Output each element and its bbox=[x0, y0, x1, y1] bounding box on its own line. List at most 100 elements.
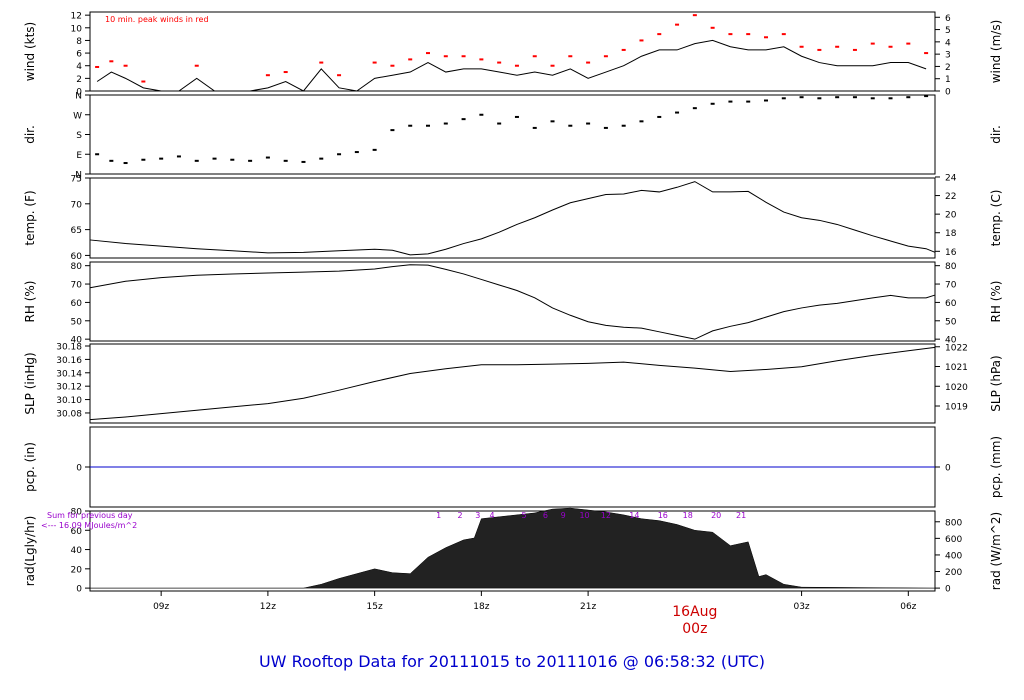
x-tick-label: 18z bbox=[473, 602, 489, 612]
temp-right-ytick-label: 18 bbox=[945, 229, 957, 239]
dir-point bbox=[835, 96, 840, 99]
dir-point bbox=[265, 156, 270, 159]
dir-ytick-label: S bbox=[76, 131, 82, 141]
rad-hour-label: 10 bbox=[579, 511, 589, 520]
pcp-right-ytick-label: 0 bbox=[945, 464, 951, 474]
wind-peak-point bbox=[550, 64, 555, 67]
dir-point bbox=[906, 96, 911, 99]
wind-peak-point bbox=[497, 61, 502, 64]
slp-ylabel: SLP (inHg) bbox=[23, 352, 37, 414]
wind-peak-point bbox=[319, 61, 324, 64]
rad-hour-label: 5 bbox=[522, 511, 527, 520]
wind-annotation: 10 min. peak winds in red bbox=[105, 15, 209, 24]
rad-right-ytick-label: 600 bbox=[945, 535, 962, 545]
wind-peak-point bbox=[568, 55, 573, 58]
rh-right-ytick-label: 60 bbox=[945, 299, 957, 309]
dir-point bbox=[852, 96, 857, 99]
wind-right-ytick-label: 3 bbox=[945, 51, 951, 61]
wind-peak-point bbox=[194, 64, 199, 67]
rad-hour-label: 9 bbox=[561, 511, 566, 520]
wind-peak-point bbox=[123, 64, 128, 67]
wind-series-line bbox=[96, 39, 927, 92]
wind-peak-point bbox=[408, 58, 413, 61]
dir-point bbox=[159, 157, 164, 160]
rad-hour-label: 1 bbox=[436, 511, 441, 520]
dir-ytick-label: N bbox=[75, 171, 82, 181]
wind-peak-point bbox=[390, 64, 395, 67]
temp-ytick-label: 60 bbox=[71, 252, 83, 262]
dir-point bbox=[461, 118, 466, 121]
wind-peak-point bbox=[746, 33, 751, 36]
slp-ytick-label: 30.18 bbox=[56, 343, 82, 353]
slp-right-ytick-label: 1020 bbox=[945, 383, 968, 393]
temp-right-ytick-label: 20 bbox=[945, 211, 957, 221]
dir-point bbox=[354, 151, 359, 154]
rad-ytick-label: 80 bbox=[71, 508, 83, 518]
wind-peak-point bbox=[817, 48, 822, 51]
rad-right-ytick-label: 0 bbox=[945, 585, 951, 595]
slp-ytick-label: 30.16 bbox=[56, 356, 82, 366]
dir-point bbox=[568, 124, 573, 127]
dir-point bbox=[728, 100, 733, 103]
wind-peak-point bbox=[479, 58, 484, 61]
temp-series-line bbox=[89, 181, 936, 256]
rad-annotation-total: <--- 16.09 MJoules/m^2 bbox=[41, 521, 137, 530]
dir-ytick-label: N bbox=[75, 92, 82, 102]
temp-ylabel-right: temp. (C) bbox=[989, 190, 1003, 247]
rad-hour-label: 18 bbox=[683, 511, 693, 520]
slp-ytick-label: 30.10 bbox=[56, 396, 82, 406]
slp-right-ytick-label: 1019 bbox=[945, 403, 968, 413]
wind-peak-point bbox=[621, 48, 626, 51]
dir-point bbox=[657, 115, 662, 118]
dir-point bbox=[870, 97, 875, 100]
slp-ytick-label: 30.08 bbox=[56, 409, 82, 419]
wind-ytick-label: 0 bbox=[76, 88, 82, 98]
wind-peak-point bbox=[728, 33, 733, 36]
pcp-ylabel: pcp. (in) bbox=[23, 442, 37, 492]
slp-series-line bbox=[89, 346, 936, 421]
wind-peak-point bbox=[692, 14, 697, 17]
temp-ytick-label: 65 bbox=[71, 226, 82, 236]
wind-peak-point bbox=[603, 55, 608, 58]
wind-peak-point bbox=[426, 52, 430, 55]
wind-peak-point bbox=[924, 52, 929, 55]
wind-ytick-label: 8 bbox=[76, 37, 82, 47]
rad-hour-label: 12 bbox=[601, 511, 611, 520]
temp-right-ytick-label: 24 bbox=[945, 173, 957, 183]
dir-point bbox=[123, 162, 128, 165]
wind-peak-point bbox=[639, 39, 644, 42]
wind-ytick-label: 10 bbox=[71, 24, 83, 34]
rad-hour-label: 3 bbox=[475, 511, 480, 520]
dir-point bbox=[710, 102, 715, 105]
dir-point bbox=[924, 95, 929, 98]
temp-ytick-label: 75 bbox=[71, 175, 82, 185]
wind-peak-point bbox=[514, 64, 519, 67]
rad-annotation-sum: Sum for previous day bbox=[47, 511, 133, 520]
date-marker-sublabel: 00z bbox=[682, 621, 707, 637]
dir-point bbox=[319, 157, 324, 160]
rad-right-ytick-label: 800 bbox=[945, 518, 962, 528]
dir-point bbox=[817, 97, 822, 100]
x-tick-label: 09z bbox=[153, 602, 169, 612]
wind-peak-point bbox=[781, 33, 786, 36]
wind-right-ytick-label: 0 bbox=[945, 88, 951, 98]
pcp-panel: 0 0 pcp. (in) pcp. (mm) bbox=[23, 426, 1003, 508]
rad-hour-label: 4 bbox=[489, 511, 494, 520]
dir-point bbox=[764, 99, 768, 102]
dir-point bbox=[212, 157, 217, 160]
wind-peak-point bbox=[799, 45, 804, 48]
date-marker-label: 16Aug bbox=[672, 604, 717, 620]
dir-point bbox=[408, 124, 413, 127]
slp-panel: 30.08 30.10 30.12 30.14 30.16 30.18 1019 1020 10… bbox=[23, 343, 1003, 424]
dir-point bbox=[675, 111, 680, 114]
rad-hour-label: 14 bbox=[629, 511, 639, 520]
x-tick-label: 21z bbox=[580, 602, 596, 612]
dir-point bbox=[497, 122, 502, 125]
wind-peak-point bbox=[852, 48, 857, 51]
rad-ytick-label: 0 bbox=[76, 585, 82, 595]
rad-hour-label: 6 bbox=[543, 511, 548, 520]
wind-peak-point bbox=[870, 42, 875, 45]
rh-ytick-label: 60 bbox=[71, 299, 83, 309]
dir-ytick-label: E bbox=[76, 151, 82, 161]
